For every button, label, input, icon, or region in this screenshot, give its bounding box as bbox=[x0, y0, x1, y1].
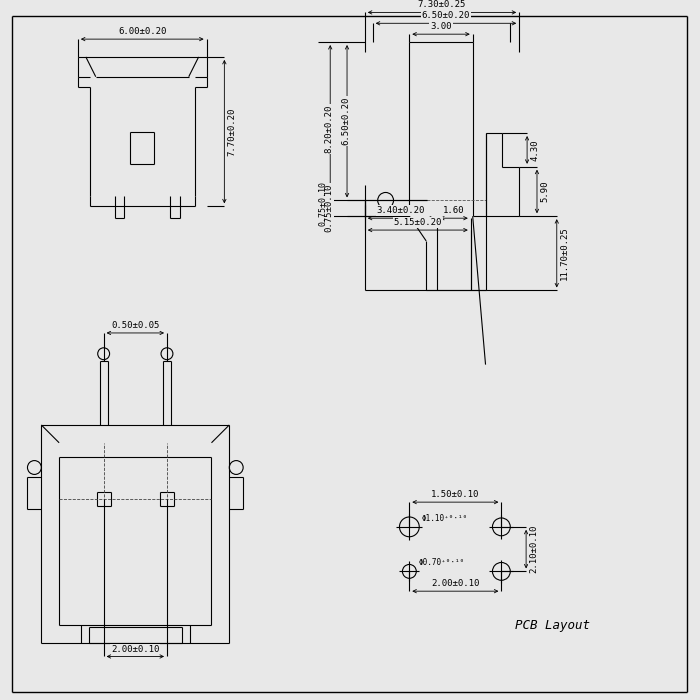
Text: Φ1.10⁺⁰·¹⁰: Φ1.10⁺⁰·¹⁰ bbox=[421, 514, 468, 523]
Text: 3.40±0.20: 3.40±0.20 bbox=[377, 206, 425, 215]
Text: 0.75±0.10: 0.75±0.10 bbox=[318, 181, 327, 226]
Text: 3.00: 3.00 bbox=[430, 22, 452, 32]
Text: 5.90: 5.90 bbox=[540, 181, 549, 202]
Text: 2.00±0.10: 2.00±0.10 bbox=[111, 645, 160, 654]
Text: 7.70±0.20: 7.70±0.20 bbox=[228, 107, 237, 156]
Text: 1.60: 1.60 bbox=[443, 206, 465, 215]
Text: 5.15±0.20: 5.15±0.20 bbox=[393, 218, 442, 227]
Text: PCB Layout: PCB Layout bbox=[515, 620, 590, 632]
Text: 7.30±0.25: 7.30±0.25 bbox=[418, 1, 466, 9]
Text: 6.50±0.20: 6.50±0.20 bbox=[341, 97, 350, 146]
Text: 4.30: 4.30 bbox=[530, 139, 539, 161]
Text: 0.50±0.05: 0.50±0.05 bbox=[111, 321, 160, 330]
Text: 6.50±0.20: 6.50±0.20 bbox=[422, 11, 470, 20]
Text: 2.00±0.10: 2.00±0.10 bbox=[431, 579, 480, 588]
Text: 6.00±0.20: 6.00±0.20 bbox=[118, 27, 167, 36]
Text: 8.20±0.20: 8.20±0.20 bbox=[324, 105, 333, 153]
Text: Φ0.70⁺⁰·¹⁰: Φ0.70⁺⁰·¹⁰ bbox=[419, 559, 465, 568]
Text: 11.70±0.25: 11.70±0.25 bbox=[560, 226, 568, 280]
Text: 1.50±0.10: 1.50±0.10 bbox=[431, 490, 480, 499]
Text: 0.75±0.10: 0.75±0.10 bbox=[324, 184, 333, 232]
Text: 2.10±0.10: 2.10±0.10 bbox=[529, 525, 538, 573]
